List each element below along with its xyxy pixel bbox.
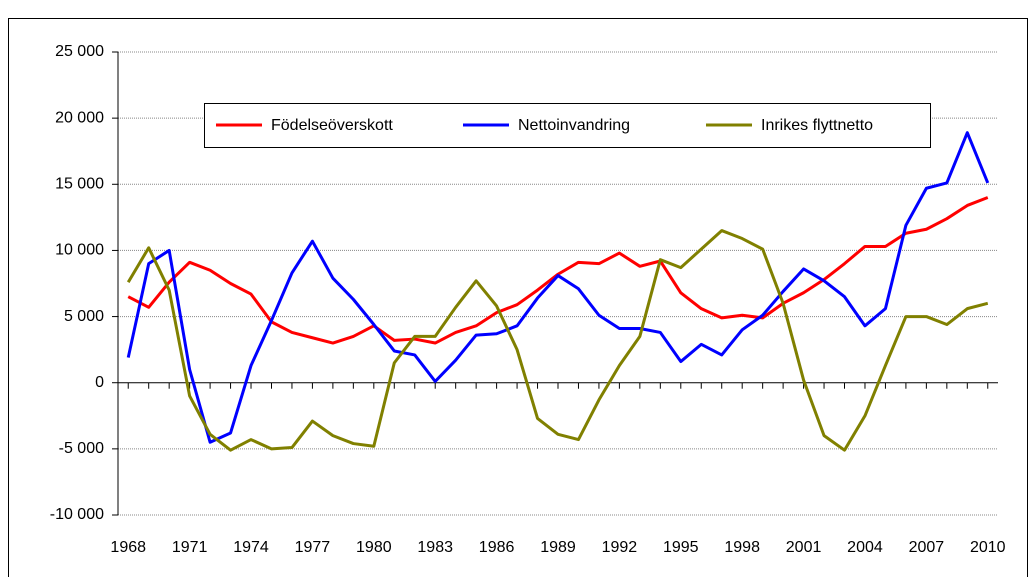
x-tick-label: 1992 <box>602 539 638 556</box>
series-line <box>126 229 989 452</box>
y-tick-label: 25 000 <box>55 43 104 60</box>
x-tick-label: 1986 <box>479 539 515 556</box>
x-tick-label: 1989 <box>540 539 576 556</box>
x-tick-label: 2001 <box>786 539 822 556</box>
chart-frame <box>8 18 1028 577</box>
y-tick-label: 20 000 <box>55 109 104 126</box>
y-tick-label: 0 <box>95 374 104 391</box>
x-tick-label: 1977 <box>295 539 331 556</box>
legend-label: Inrikes flyttnetto <box>761 117 873 134</box>
x-tick-label: 2010 <box>970 539 1006 556</box>
y-tick-label: 5 000 <box>64 308 104 325</box>
y-tick-label: -10 000 <box>50 506 104 523</box>
x-tick-label: 2004 <box>847 539 883 556</box>
x-tick-label: 1971 <box>172 539 208 556</box>
x-tick-label: 1974 <box>233 539 269 556</box>
x-tick-label: 1995 <box>663 539 699 556</box>
x-tick-label: 1983 <box>417 539 453 556</box>
x-tick-label: 2007 <box>909 539 945 556</box>
x-tick-label: 1998 <box>724 539 760 556</box>
y-tick-label: 10 000 <box>55 242 104 259</box>
y-tick-label: -5 000 <box>59 440 104 457</box>
legend-box <box>204 103 931 148</box>
legend-label: Nettoinvandring <box>518 117 630 134</box>
legend-label: Födelseöverskott <box>271 117 393 134</box>
x-tick-label: 1980 <box>356 539 392 556</box>
series-line <box>126 131 990 444</box>
y-tick-label: 15 000 <box>55 176 104 193</box>
x-tick-label: 1968 <box>110 539 146 556</box>
